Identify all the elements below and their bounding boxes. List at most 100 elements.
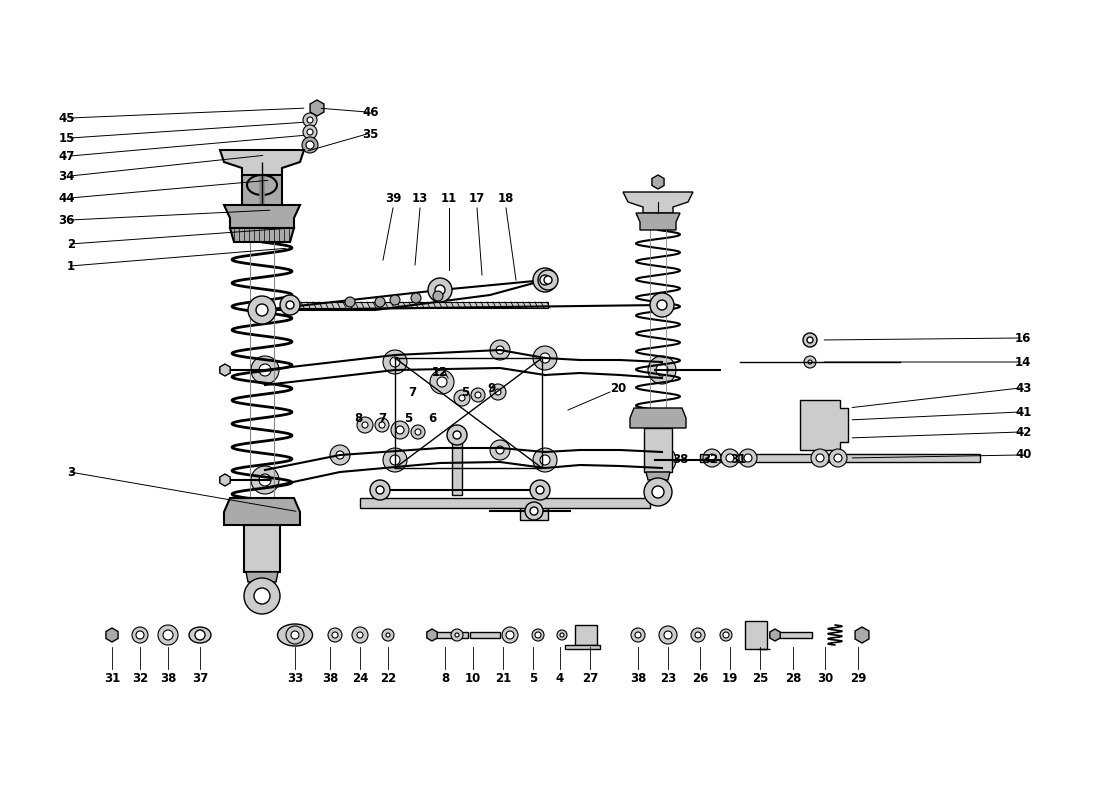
Text: 29: 29: [850, 672, 866, 685]
Circle shape: [496, 346, 504, 354]
Polygon shape: [230, 228, 294, 242]
Circle shape: [744, 454, 752, 462]
Circle shape: [695, 632, 701, 638]
Circle shape: [534, 448, 557, 472]
Text: 11: 11: [441, 192, 458, 205]
Text: 38: 38: [322, 672, 338, 685]
Circle shape: [532, 629, 544, 641]
Polygon shape: [646, 472, 670, 480]
Text: 41: 41: [1015, 406, 1032, 418]
Bar: [575, 625, 597, 645]
Circle shape: [538, 270, 558, 290]
Circle shape: [258, 364, 271, 376]
Circle shape: [656, 364, 668, 376]
Text: 12: 12: [432, 366, 448, 378]
Text: 7: 7: [378, 411, 386, 425]
Text: 38: 38: [630, 672, 646, 685]
Circle shape: [358, 417, 373, 433]
Polygon shape: [470, 632, 500, 638]
Circle shape: [286, 301, 294, 309]
Circle shape: [557, 630, 566, 640]
Polygon shape: [432, 632, 468, 638]
Circle shape: [302, 125, 317, 139]
Text: 30: 30: [817, 672, 833, 685]
Text: 19: 19: [722, 672, 738, 685]
Circle shape: [656, 454, 668, 466]
Circle shape: [370, 480, 390, 500]
Circle shape: [383, 448, 407, 472]
Text: 35: 35: [362, 127, 378, 141]
Circle shape: [292, 631, 299, 639]
Polygon shape: [776, 632, 812, 638]
Text: 46: 46: [362, 106, 378, 118]
Circle shape: [415, 429, 421, 435]
Text: 5: 5: [404, 411, 412, 425]
Circle shape: [163, 630, 173, 640]
Circle shape: [530, 507, 538, 515]
Circle shape: [703, 449, 720, 467]
Circle shape: [534, 268, 557, 292]
Text: 45: 45: [58, 111, 75, 125]
Circle shape: [447, 425, 468, 445]
Circle shape: [375, 418, 389, 432]
Polygon shape: [220, 150, 304, 175]
Circle shape: [430, 370, 454, 394]
Polygon shape: [623, 192, 693, 213]
Circle shape: [525, 502, 543, 520]
Circle shape: [804, 356, 816, 368]
Circle shape: [496, 446, 504, 454]
Circle shape: [332, 632, 338, 638]
Circle shape: [302, 137, 318, 153]
Text: 5: 5: [529, 672, 537, 685]
Text: 18: 18: [498, 192, 514, 205]
Text: 43: 43: [1015, 382, 1032, 394]
Circle shape: [379, 422, 385, 428]
Circle shape: [256, 304, 268, 316]
Circle shape: [251, 466, 279, 494]
Circle shape: [808, 360, 812, 364]
Circle shape: [455, 633, 459, 637]
Circle shape: [248, 296, 276, 324]
Text: 6: 6: [428, 411, 436, 425]
Circle shape: [306, 141, 313, 149]
Circle shape: [691, 628, 705, 642]
Text: 13: 13: [411, 192, 428, 205]
Text: 20: 20: [609, 382, 626, 394]
Text: 26: 26: [692, 672, 708, 685]
Polygon shape: [700, 454, 980, 462]
Polygon shape: [224, 498, 300, 525]
Text: 4: 4: [556, 672, 564, 685]
Text: 32: 32: [132, 672, 148, 685]
Circle shape: [328, 628, 342, 642]
Circle shape: [390, 357, 400, 367]
Text: 31: 31: [730, 453, 746, 466]
Circle shape: [490, 384, 506, 400]
Text: 37: 37: [191, 672, 208, 685]
Text: 23: 23: [660, 672, 676, 685]
Circle shape: [807, 337, 813, 343]
Circle shape: [254, 588, 270, 604]
Circle shape: [286, 626, 304, 644]
Text: 47: 47: [58, 150, 75, 162]
Text: 10: 10: [465, 672, 481, 685]
Circle shape: [390, 455, 400, 465]
Text: 1: 1: [67, 259, 75, 273]
Polygon shape: [855, 627, 869, 643]
Circle shape: [708, 454, 716, 462]
Circle shape: [803, 333, 817, 347]
Text: 44: 44: [58, 191, 75, 205]
Ellipse shape: [248, 175, 277, 195]
Polygon shape: [244, 525, 280, 572]
Circle shape: [540, 353, 550, 363]
Circle shape: [451, 629, 463, 641]
Circle shape: [502, 627, 518, 643]
Text: 16: 16: [1015, 331, 1032, 345]
Text: 15: 15: [58, 131, 75, 145]
Text: 39: 39: [385, 192, 402, 205]
Circle shape: [652, 486, 664, 498]
Polygon shape: [800, 400, 848, 450]
Circle shape: [726, 454, 734, 462]
Circle shape: [459, 395, 465, 401]
Circle shape: [540, 275, 550, 285]
Circle shape: [829, 449, 847, 467]
